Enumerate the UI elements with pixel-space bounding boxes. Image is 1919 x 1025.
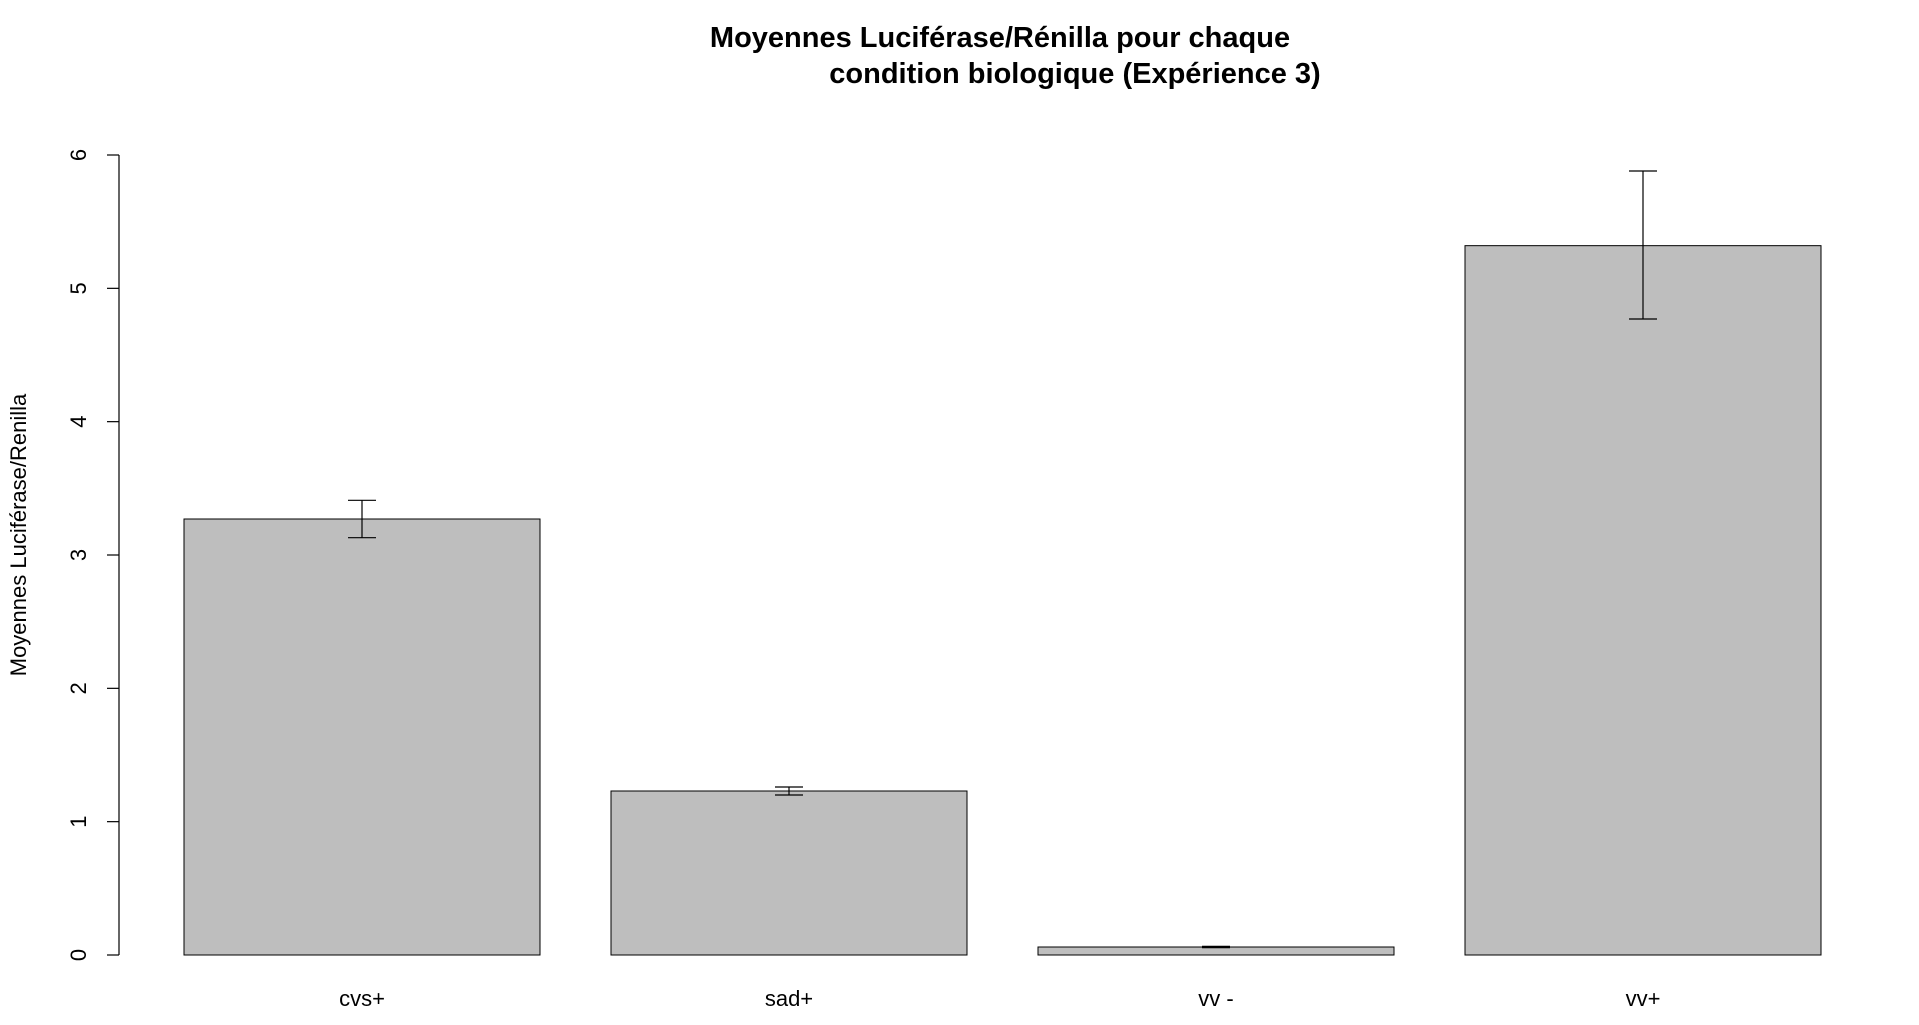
x-category-label: sad+ (765, 986, 813, 1011)
x-category-label: vv - (1198, 986, 1233, 1011)
y-tick-label: 4 (66, 416, 91, 428)
y-axis-label: Moyennes Luciférase/Renilla (6, 393, 31, 676)
y-tick-label: 0 (66, 949, 91, 961)
bar-1 (610, 790, 968, 956)
bar-0 (183, 518, 541, 956)
y-tick-label: 5 (66, 282, 91, 294)
x-category-label: cvs+ (339, 986, 385, 1011)
x-axis-labels: cvs+ sad+ vv - vv+ (339, 986, 1660, 1011)
y-tick-label: 1 (66, 816, 91, 828)
y-tick-label: 3 (66, 549, 91, 561)
error-bars-group (348, 170, 1657, 949)
y-axis: 0 1 2 3 4 5 6 (66, 149, 120, 961)
chart-title-line2: condition biologique (Expérience 3) (829, 58, 1320, 90)
y-tick-label: 6 (66, 149, 91, 161)
bars-group (183, 245, 1822, 956)
y-tick-label: 2 (66, 682, 91, 694)
bar-3 (1464, 245, 1822, 956)
chart-title-line1: Moyennes Luciférase/Rénilla pour chaque (710, 22, 1290, 54)
x-category-label: vv+ (1626, 986, 1661, 1011)
